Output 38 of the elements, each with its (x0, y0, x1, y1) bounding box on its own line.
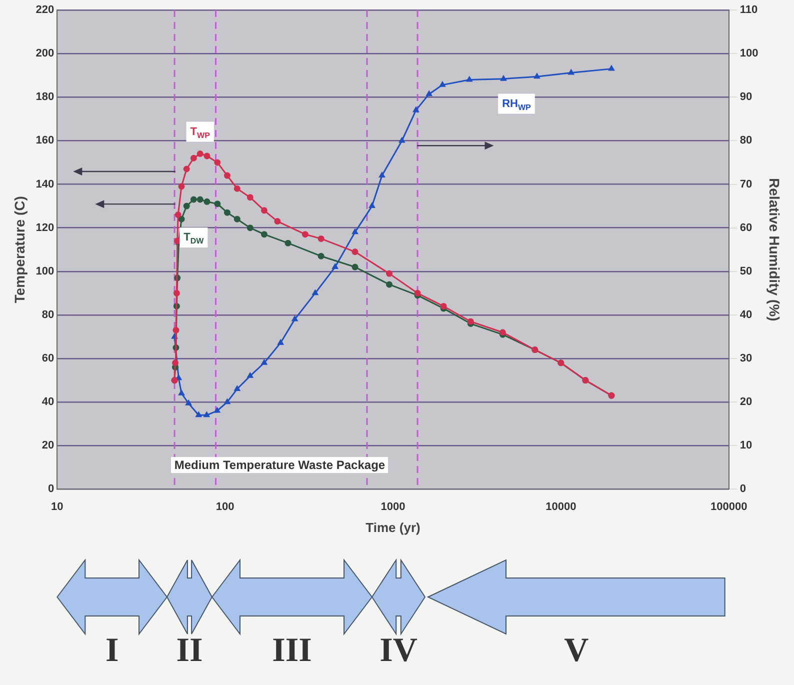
y2-tick-label: 70 (740, 178, 752, 190)
text: IV (380, 632, 418, 670)
y2-tick-label: 20 (740, 396, 752, 408)
y-tick-label: 200 (36, 48, 54, 60)
text: V (564, 632, 589, 670)
x-tick-label: 100000 (710, 500, 748, 513)
y2-tick-label: 90 (740, 91, 752, 104)
x-tick-label: 100 (216, 500, 234, 513)
y-axis-title: Temperature (C) (11, 196, 28, 304)
y-tick-label: 40 (42, 396, 54, 408)
annotation: Medium Temperature Waste Package (171, 457, 388, 474)
x-axis-title: Time (yr) (366, 520, 420, 535)
y2-tick-label: 0 (740, 483, 746, 496)
y2-tick-label: 40 (740, 308, 752, 321)
x-tick-label: 10 (51, 500, 64, 513)
y-tick-label: 100 (36, 265, 54, 278)
y-tick-label: 120 (36, 222, 54, 234)
y-tick-label: 180 (36, 91, 54, 104)
y2-tick-label: 60 (740, 222, 752, 234)
x-tick-label: 1000 (380, 500, 406, 513)
y2-axis-title: Relative Humidity (%) (766, 178, 783, 322)
y-tick-label: 80 (42, 308, 54, 321)
y-tick-label: 140 (36, 178, 54, 190)
x-tick-label: 10000 (546, 500, 576, 513)
y2-tick-label: 50 (740, 265, 752, 278)
y2-tick-label: 80 (740, 134, 752, 147)
y-tick-label: 0 (48, 483, 54, 496)
y-tick-label: 20 (42, 440, 54, 452)
y2-tick-label: 30 (740, 352, 752, 365)
y2-tick-label: 110 (740, 4, 758, 16)
text: III (272, 632, 312, 670)
text: I (105, 632, 119, 670)
text: II (176, 632, 203, 670)
y-tick-label: 220 (36, 4, 54, 16)
y-tick-label: 160 (36, 134, 54, 147)
y2-tick-label: 10 (740, 440, 752, 452)
y-tick-label: 60 (42, 352, 54, 365)
y2-tick-label: 100 (740, 48, 758, 60)
